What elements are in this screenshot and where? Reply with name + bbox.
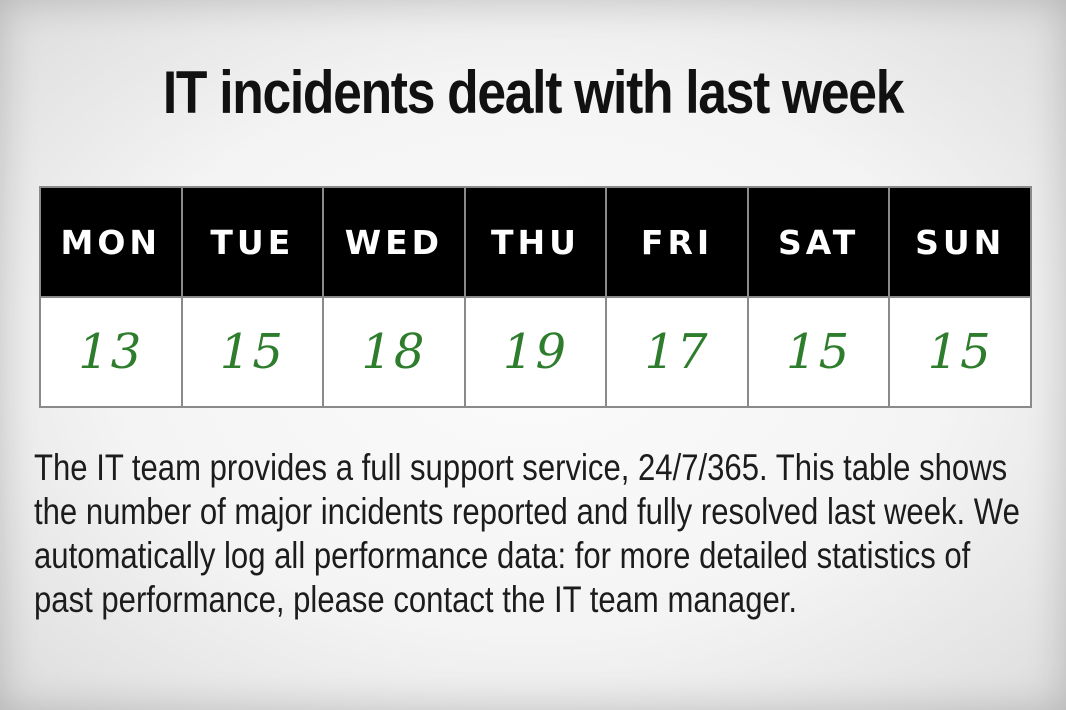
day-header-fri: FRI xyxy=(605,186,749,298)
incident-table: MON TUE WED THU FRI SAT SUN 13 15 18 19 … xyxy=(39,186,1032,408)
day-header-tue: TUE xyxy=(180,186,325,298)
incident-count-wed: 18 xyxy=(322,296,466,408)
incident-count-thu: 19 xyxy=(463,296,608,408)
incident-count-tue: 15 xyxy=(180,296,325,408)
day-header-wed: WED xyxy=(322,186,466,298)
description-text: The IT team provides a full support serv… xyxy=(34,447,1020,620)
incident-count-row: 13 15 18 19 17 15 15 xyxy=(39,296,1032,408)
day-header-row: MON TUE WED THU FRI SAT SUN xyxy=(39,186,1032,298)
incident-count-fri: 17 xyxy=(605,296,749,408)
day-header-thu: THU xyxy=(463,186,608,298)
day-header-sun: SUN xyxy=(888,186,1032,298)
day-header-mon: MON xyxy=(39,186,183,298)
incident-count-mon: 13 xyxy=(39,296,183,408)
incident-count-sat: 15 xyxy=(746,296,891,408)
incident-count-sun: 15 xyxy=(888,296,1032,408)
day-header-sat: SAT xyxy=(746,186,891,298)
page-title: IT incidents dealt with last week xyxy=(162,59,905,126)
